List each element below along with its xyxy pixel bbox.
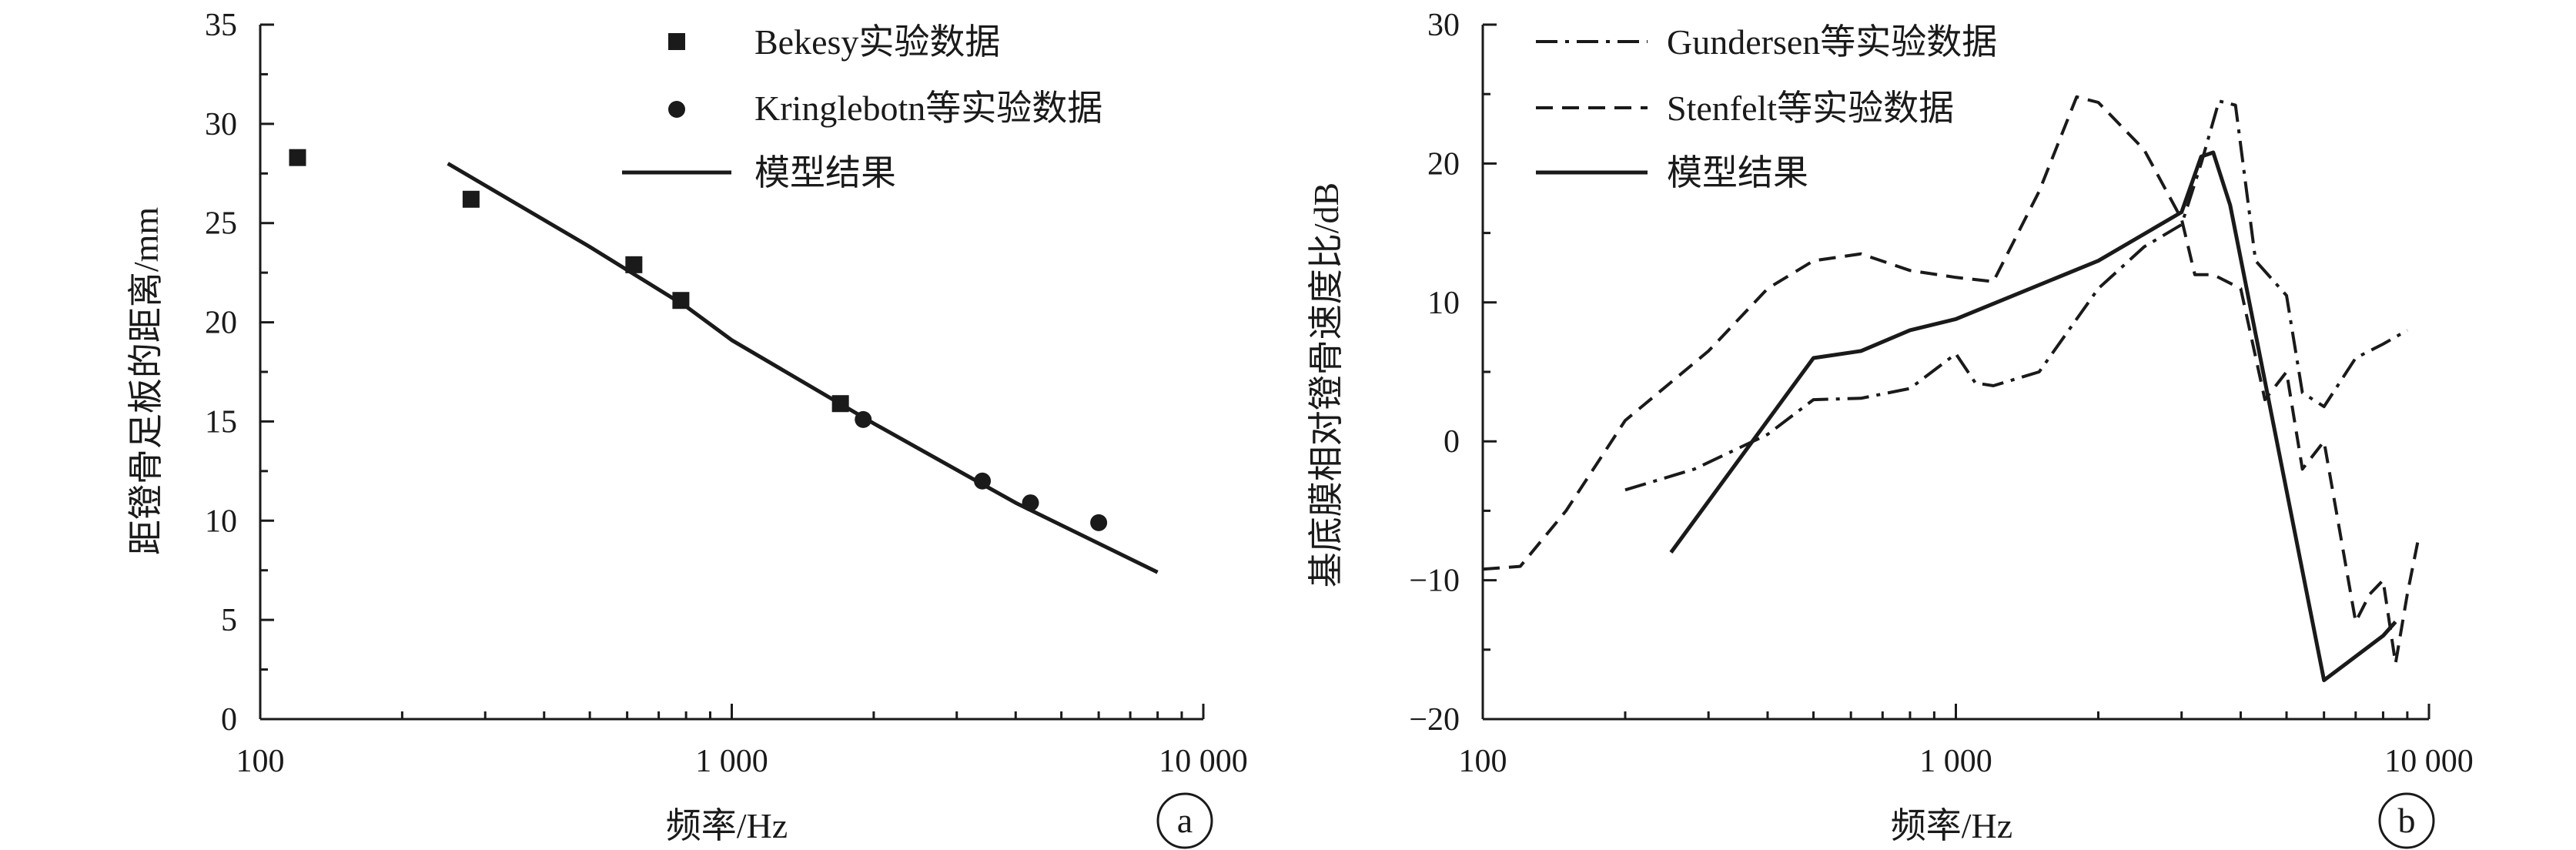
- x-axis-title-a: 频率/Hz: [666, 806, 788, 845]
- data-point-square: [289, 149, 306, 166]
- y-tick-label: 5: [221, 603, 237, 638]
- y-tick-label: −20: [1409, 702, 1460, 738]
- x-tick-label: 1 000: [1919, 744, 1992, 779]
- legend-a: Bekesy实验数据 Kringlebotn等实验数据 模型结果: [622, 22, 1102, 192]
- x-tick-label: 10 000: [2384, 744, 2474, 779]
- legend-b: Gundersen等实验数据 Stenfelt等实验数据 模型结果: [1536, 22, 1997, 192]
- y-tick-label: 10: [205, 504, 237, 539]
- y-ticks-b: −20 −10 0 10 20 30: [1409, 8, 1497, 738]
- series-line-dash-dot: [1624, 99, 2408, 492]
- axes-a: [259, 25, 1203, 721]
- series-line-solid: [447, 162, 1159, 574]
- y-tick-label: 30: [205, 107, 237, 142]
- data-point-square: [625, 256, 643, 273]
- chart-panel-b: −20 −10 0 10 20 30 100 1 000 10 000 频率/Hz 基底膜相对…: [1306, 8, 2474, 849]
- y-tick-label: 25: [205, 206, 237, 242]
- series-line-solid: [1669, 150, 2397, 682]
- panel-a-tag: a: [1177, 801, 1193, 840]
- y-axis-title-a: 距镫骨足板的距离/mm: [126, 207, 166, 556]
- legend-marker-bekesy: [668, 33, 685, 50]
- legend-marker-kringlebotn: [668, 101, 685, 118]
- y-tick-label: 30: [1427, 8, 1460, 43]
- axes-b: [1481, 25, 2429, 721]
- y-axis-title-b: 基底膜相对镫骨速度比/dB: [1306, 182, 1346, 587]
- panel-a-tag-circle: [1156, 792, 1213, 849]
- data-point-square: [462, 190, 480, 208]
- y-ticks-a: 0 5 10 15 20 25 30 35: [205, 8, 274, 738]
- y-tick-label: −10: [1409, 564, 1460, 599]
- x-tick-label: 1 000: [695, 744, 768, 779]
- y-tick-label: 20: [205, 306, 237, 341]
- panel-b-tag: b: [2398, 801, 2416, 840]
- chart-panel-a: 0 5 10 15 20 25 30 35 100 1 000 10 000 频率/Hz 距镫骨足…: [126, 8, 1248, 849]
- legend-label-model-a: 模型结果: [754, 153, 896, 192]
- legend-label-stenfelt: Stenfelt等实验数据: [1667, 89, 1954, 128]
- legend-label-gundersen: Gundersen等实验数据: [1667, 22, 1997, 62]
- legend-label-model-b: 模型结果: [1667, 153, 1808, 192]
- data-point-circle: [1090, 514, 1108, 531]
- series-line-dashed: [1482, 95, 2420, 665]
- y-tick-label: 15: [205, 404, 237, 440]
- legend-label-kringlebotn: Kringlebotn等实验数据: [754, 89, 1102, 128]
- y-tick-label: 35: [205, 8, 237, 43]
- legend-label-bekesy: Bekesy实验数据: [754, 22, 1000, 62]
- series-b: [1482, 95, 2420, 682]
- y-tick-label: 10: [1427, 286, 1460, 321]
- panel-b-tag-circle: [2378, 792, 2435, 849]
- y-tick-label: 20: [1427, 146, 1460, 182]
- x-ticks-a: 100 1 000 10 000: [236, 704, 1248, 779]
- x-ticks-b: 100 1 000 10 000: [1459, 704, 2474, 779]
- x-tick-label: 10 000: [1159, 744, 1248, 779]
- y-tick-label: 0: [221, 702, 237, 738]
- x-tick-label: 100: [1459, 744, 1507, 779]
- x-axis-title-b: 频率/Hz: [1891, 806, 2012, 845]
- x-tick-label: 100: [236, 744, 285, 779]
- y-tick-label: 0: [1444, 424, 1460, 460]
- series-a: [289, 149, 1159, 574]
